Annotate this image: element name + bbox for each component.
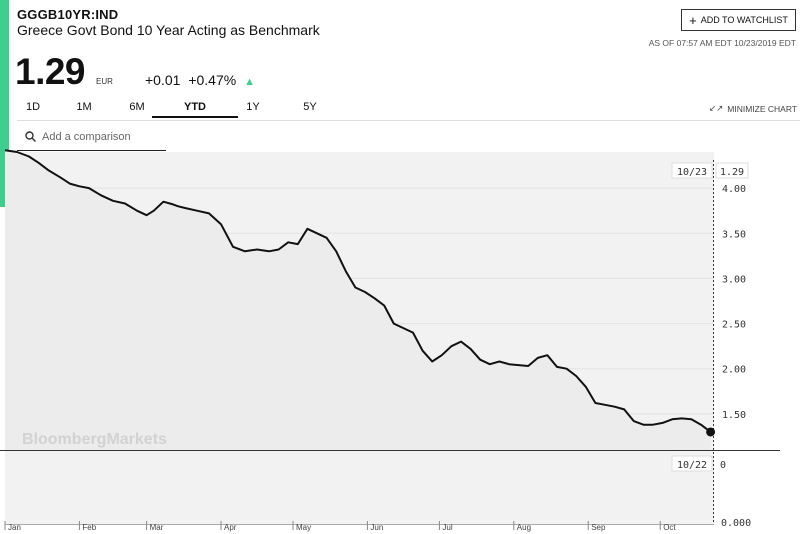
y-tick-label: 1.50 — [722, 410, 746, 421]
minimize-chart-label: MINIMIZE CHART — [727, 103, 797, 114]
header-divider — [17, 120, 800, 121]
y-tick-label: 4.00 — [722, 184, 746, 195]
volume-crosshair-labels: 10/22 0 0.000 — [671, 455, 751, 529]
change-percent: +0.47% — [188, 72, 237, 88]
crosshair-date-box — [671, 162, 713, 179]
tab-1m[interactable]: 1M — [76, 101, 92, 113]
x-tick-label: Jun — [370, 523, 383, 532]
last-price: 1.29 — [15, 51, 86, 92]
search-icon — [25, 131, 36, 142]
crosshair-value-box — [715, 162, 749, 179]
bloomberg-watermark: BloombergMarkets — [22, 431, 167, 448]
x-tick-label: Mar — [150, 523, 164, 532]
plus-icon: + — [689, 12, 697, 28]
currency-label: EUR — [96, 77, 113, 86]
tab-ytd[interactable]: YTD — [152, 101, 238, 118]
minimize-chart-button[interactable]: ↙↗ MINIMIZE CHART — [709, 103, 797, 114]
crosshair-top-labels: 10/23 1.29 — [671, 162, 749, 179]
y-tick-label: 3.00 — [722, 274, 746, 285]
tab-1y[interactable]: 1Y — [246, 101, 260, 113]
as-of-timestamp: AS OF 07:57 AM EDT 10/23/2019 EDT — [648, 38, 796, 48]
x-tick-label: Jan — [8, 523, 21, 532]
volume-pane-background — [5, 450, 714, 524]
price-area — [5, 150, 711, 450]
crosshair-value-label: 1.29 — [720, 167, 744, 178]
collapse-arrows-icon: ↙↗ — [709, 103, 724, 113]
y-tick-label: 2.50 — [722, 320, 746, 331]
add-to-watchlist-button[interactable]: + ADD TO WATCHLIST — [681, 9, 796, 31]
volume-date-box — [671, 455, 713, 472]
timeframe-tabs: 1D 1M 6M YTD 1Y 5Y — [17, 101, 349, 118]
up-triangle-icon: ▲ — [244, 76, 255, 88]
volume-date-label: 10/22 — [677, 460, 707, 471]
last-point-marker — [706, 427, 716, 437]
x-tick-label: Oct — [663, 523, 676, 532]
security-name: Greece Govt Bond 10 Year Acting as Bench… — [17, 22, 320, 38]
change-value: +0.01 — [145, 72, 181, 88]
x-tick-label: Sep — [591, 523, 606, 532]
volume-value-label: 0 — [720, 460, 726, 471]
crosshair-date-label: 10/23 — [677, 167, 707, 178]
tab-1d[interactable]: 1D — [25, 101, 41, 113]
tab-6m[interactable]: 6M — [129, 101, 145, 113]
y-tick-label: 2.00 — [722, 365, 746, 376]
y-tick-label: 3.50 — [722, 229, 746, 240]
add-to-watchlist-label: ADD TO WATCHLIST — [700, 15, 788, 25]
price-line — [4, 149, 712, 433]
x-tick-label: Jul — [442, 523, 452, 532]
x-tick-label: May — [296, 523, 311, 532]
x-tick-label: Apr — [224, 523, 237, 532]
accent-bar — [0, 0, 9, 207]
price-change: +0.01 +0.47% ▲ — [145, 72, 259, 88]
comparison-input[interactable] — [42, 130, 162, 143]
comparison-search[interactable] — [17, 123, 166, 151]
ticker-symbol: GGGB10YR:IND — [17, 7, 119, 22]
tab-5y[interactable]: 5Y — [303, 101, 317, 113]
volume-bottom-tick: 0.000 — [721, 518, 751, 529]
x-axis-ticks: Jan Feb Mar Apr May Jun Jul Aug Sep Oct — [4, 521, 676, 532]
x-tick-label: Feb — [82, 523, 96, 532]
x-tick-label: Aug — [517, 523, 531, 532]
y-axis-ticks: 4.00 3.50 3.00 2.50 2.00 1.50 — [722, 184, 746, 421]
